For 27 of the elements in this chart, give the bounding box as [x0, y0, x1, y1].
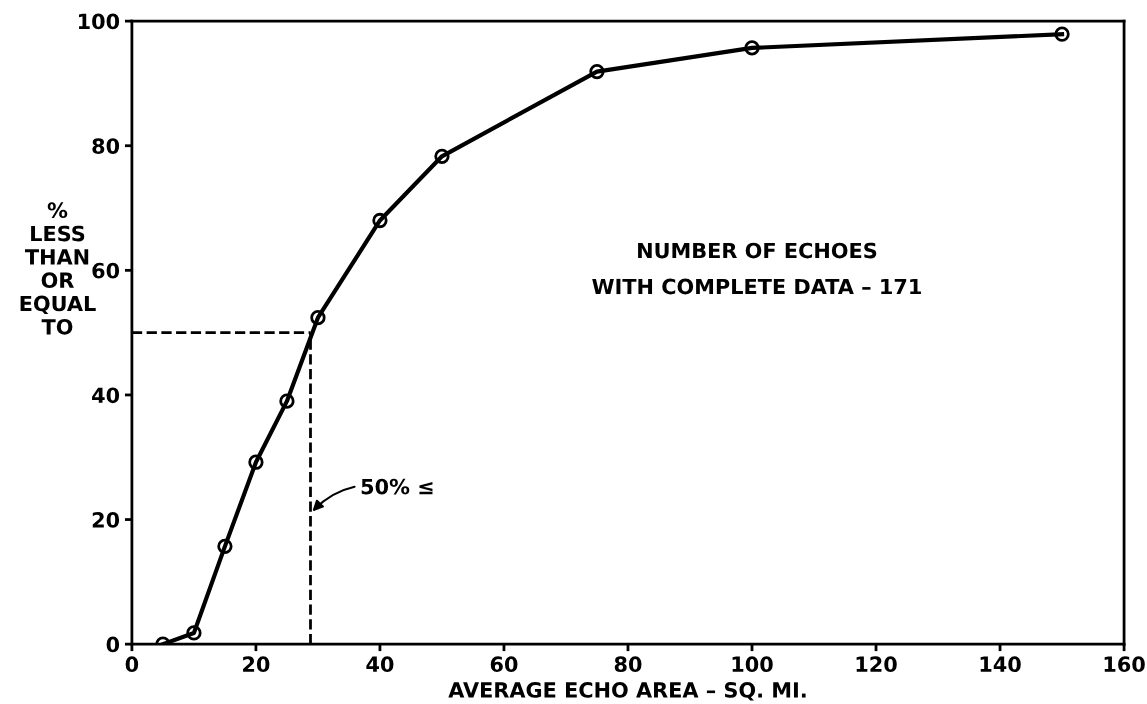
x-tick-label: 120 [856, 656, 897, 673]
point [217, 538, 233, 554]
point [310, 310, 326, 326]
x-tick-label: 140 [980, 656, 1021, 673]
y-tick-label: 40 [92, 387, 120, 404]
point [279, 393, 295, 409]
point [372, 212, 388, 229]
point [434, 148, 450, 164]
x-tick-label: 60 [490, 656, 518, 673]
point [744, 40, 760, 56]
point [589, 63, 605, 80]
x-tick-label: 100 [732, 656, 773, 673]
y-tick-label: 0 [106, 636, 120, 653]
annotation: 50% ≤ [361, 478, 433, 495]
x-tick-label: 40 [366, 656, 394, 673]
y-tick-label: 80 [92, 138, 120, 154]
point [1054, 26, 1070, 42]
annotation: NUMBER OF ECHOES WITH COMPLETE DATA – 171 [592, 242, 921, 295]
y-tick-label: 100 [78, 13, 120, 30]
y-tick-label: 20 [92, 512, 120, 528]
x-tick-label: 0 [125, 656, 139, 673]
x-tick-label: 80 [614, 656, 642, 673]
point [248, 454, 264, 470]
x-tick-label: 160 [1104, 656, 1145, 673]
point [186, 625, 202, 641]
x-tick-label: 20 [243, 656, 270, 673]
x-axis-title: AVERAGE ECHO AREA – SQ. MI. [448, 682, 806, 701]
